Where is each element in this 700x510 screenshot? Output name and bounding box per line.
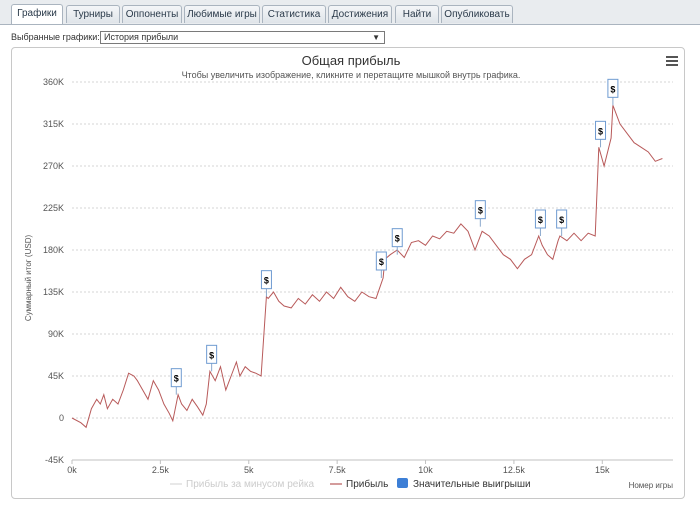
big-win-flag[interactable]: $ (556, 209, 568, 236)
x-axis-label: Номер игры (629, 481, 674, 490)
tab-publish[interactable]: Опубликовать (441, 5, 513, 23)
big-win-flag[interactable]: $ (260, 270, 272, 297)
profit-line (71, 105, 663, 429)
flag-box (556, 209, 568, 229)
tab-bar: Графики Турниры Оппоненты Любимые игры С… (0, 0, 700, 25)
chart-select-value: История прибыли (104, 32, 179, 42)
chart-legend: Прибыль за минусом рейка Прибыль Значите… (170, 478, 531, 490)
flag-box (260, 270, 272, 290)
legend-big-wins-swatch (397, 478, 408, 488)
significant-wins-flags: $ $ $ $ $ $ $ $ $ $ (170, 78, 619, 395)
x-tick-label: 0k (67, 465, 77, 475)
chart-grid (72, 81, 673, 461)
big-win-flag[interactable]: $ (206, 344, 218, 372)
flag-box (391, 228, 403, 248)
y-tick-label: 315K (43, 119, 64, 129)
flag-box (607, 78, 619, 98)
big-win-flag[interactable]: $ (534, 209, 546, 236)
dropdown-arrow-icon: ▼ (372, 33, 380, 42)
y-tick-label: 45K (48, 371, 64, 381)
flag-label: $ (559, 215, 564, 225)
y-axis: -45K 0 45K 90K 135K 180K 225K 270K 315K 360K (43, 77, 64, 465)
y-tick-label: 225K (43, 203, 64, 213)
y-tick-label: 135K (43, 287, 64, 297)
y-axis-label: Суммарный итог (USD) (24, 235, 33, 322)
chart-subtitle: Чтобы увеличить изображение, кликните и … (182, 70, 521, 80)
y-tick-label: 180K (43, 245, 64, 255)
flag-label: $ (209, 350, 214, 360)
chart-title: Общая прибыль (302, 53, 401, 68)
x-tick-label: 10k (418, 465, 433, 475)
flag-label: $ (598, 126, 603, 136)
big-win-flag[interactable]: $ (607, 78, 619, 106)
legend-item-profit[interactable]: Прибыль (330, 478, 388, 490)
chart-container[interactable]: Общая прибыль Чтобы увеличить изображени… (11, 47, 685, 499)
flag-label: $ (538, 215, 543, 225)
flag-label: $ (174, 374, 179, 384)
tab-tournaments[interactable]: Турниры (66, 5, 120, 23)
y-tick-label: 270K (43, 161, 64, 171)
tab-search[interactable]: Найти (395, 5, 439, 23)
chart-select[interactable]: История прибыли ▼ (100, 31, 385, 44)
x-axis: 0k 2.5k 5k 7.5k 10k 12.5k 15k (67, 459, 673, 475)
flag-box (534, 209, 546, 229)
big-win-flag[interactable]: $ (375, 251, 387, 278)
flag-box (206, 344, 218, 364)
legend-big-wins-label: Значительные выигрыши (413, 479, 531, 490)
tab-achievements[interactable]: Достижения (328, 5, 392, 23)
legend-item-rake[interactable]: Прибыль за минусом рейка (170, 478, 315, 490)
flag-label: $ (395, 234, 400, 244)
x-tick-label: 7.5k (329, 465, 347, 475)
y-tick-label: -45K (45, 455, 64, 465)
x-tick-label: 2.5k (152, 465, 170, 475)
chart-selector-label: Выбранные графики: (11, 32, 100, 42)
flag-box (375, 251, 387, 271)
flag-label: $ (264, 276, 269, 286)
flag-label: $ (610, 84, 615, 94)
y-tick-label: 90K (48, 329, 64, 339)
tab-statistics[interactable]: Статистика (262, 5, 326, 23)
legend-profit-label: Прибыль (346, 478, 388, 490)
x-tick-label: 5k (244, 465, 254, 475)
flag-box (170, 368, 182, 388)
flag-label: $ (379, 257, 384, 267)
x-tick-label: 12.5k (503, 465, 526, 475)
big-win-flag[interactable]: $ (391, 228, 403, 255)
x-tick-label: 15k (595, 465, 610, 475)
legend-item-big-wins[interactable]: Значительные выигрыши (397, 478, 531, 490)
flag-label: $ (478, 206, 483, 216)
flag-box (474, 200, 486, 220)
tab-opponents[interactable]: Оппоненты (122, 5, 182, 23)
tab-charts[interactable]: Графики (11, 4, 63, 24)
flag-box (595, 120, 607, 140)
big-win-flag[interactable]: $ (595, 120, 607, 148)
tab-favorite-games[interactable]: Любимые игры (184, 5, 260, 23)
big-win-flag[interactable]: $ (170, 368, 182, 395)
big-win-flag[interactable]: $ (474, 200, 486, 227)
chart-series (71, 105, 663, 429)
profit-chart[interactable]: Общая прибыль Чтобы увеличить изображени… (12, 48, 684, 498)
y-tick-label: 360K (43, 77, 64, 87)
y-tick-label: 0 (59, 413, 64, 423)
chart-menu-icon[interactable] (666, 56, 678, 66)
legend-rake-label: Прибыль за минусом рейка (186, 478, 315, 490)
